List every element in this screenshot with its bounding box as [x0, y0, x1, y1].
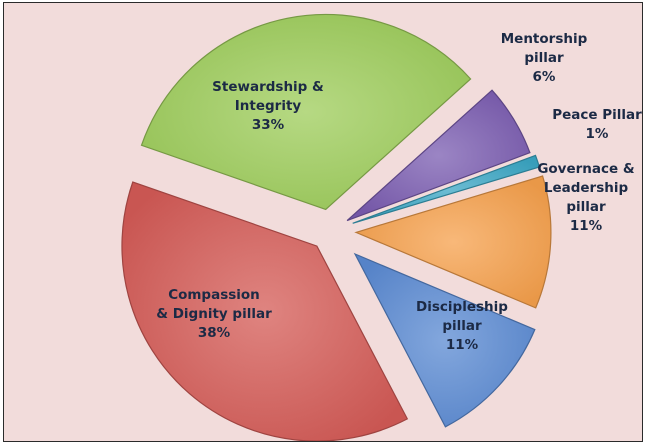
slice-label-peace: Peace Pillar 1% [552, 107, 642, 142]
slice-label-line: Peace Pillar [552, 107, 642, 123]
slice-label-mentorship: Mentorship pillar 6% [501, 31, 588, 85]
slice-label-line: pillar [442, 318, 482, 334]
pie-slice-governance [354, 175, 552, 309]
pie-slice-compassion [121, 181, 409, 441]
slice-percent-compassion: 38% [198, 325, 231, 341]
slice-label-line: Leadership [544, 180, 629, 196]
slice-label-stewardship: Stewardship & Integrity 33% [212, 79, 324, 133]
pie-slice-stewardship [140, 13, 472, 211]
slice-percent-mentorship: 6% [533, 69, 556, 85]
slice-label-line: Discipleship [416, 299, 508, 315]
slice-label-governance: Governace & Leadership pillar 11% [537, 161, 635, 234]
pie-slice-peace [352, 154, 541, 224]
pie-slice-mentorship [346, 89, 531, 222]
slice-label-line: pillar [566, 199, 606, 215]
slice-label-line: Integrity [235, 98, 302, 114]
slice-label-line: & Dignity pillar [156, 306, 272, 322]
slice-percent-discipleship: 11% [446, 337, 479, 353]
slice-percent-peace: 1% [586, 126, 609, 142]
slice-percent-governance: 11% [570, 218, 603, 234]
slice-label-discipleship: Discipleship pillar 11% [416, 299, 508, 353]
slice-label-line: pillar [524, 50, 564, 66]
slice-label-line: Stewardship & [212, 79, 324, 95]
slice-label-compassion: Compassion & Dignity pillar 38% [156, 287, 272, 341]
chart-area: Mentorship pillar 6% Peace Pillar 1% Governac… [3, 2, 643, 442]
slice-label-line: Governace & [537, 161, 635, 177]
slice-label-line: Mentorship [501, 31, 588, 47]
slice-percent-stewardship: 33% [252, 117, 285, 133]
pie-slice-discipleship [353, 252, 536, 428]
slice-label-line: Compassion [168, 287, 260, 303]
pie-chart: Mentorship pillar 6% Peace Pillar 1% Governac… [121, 13, 642, 441]
